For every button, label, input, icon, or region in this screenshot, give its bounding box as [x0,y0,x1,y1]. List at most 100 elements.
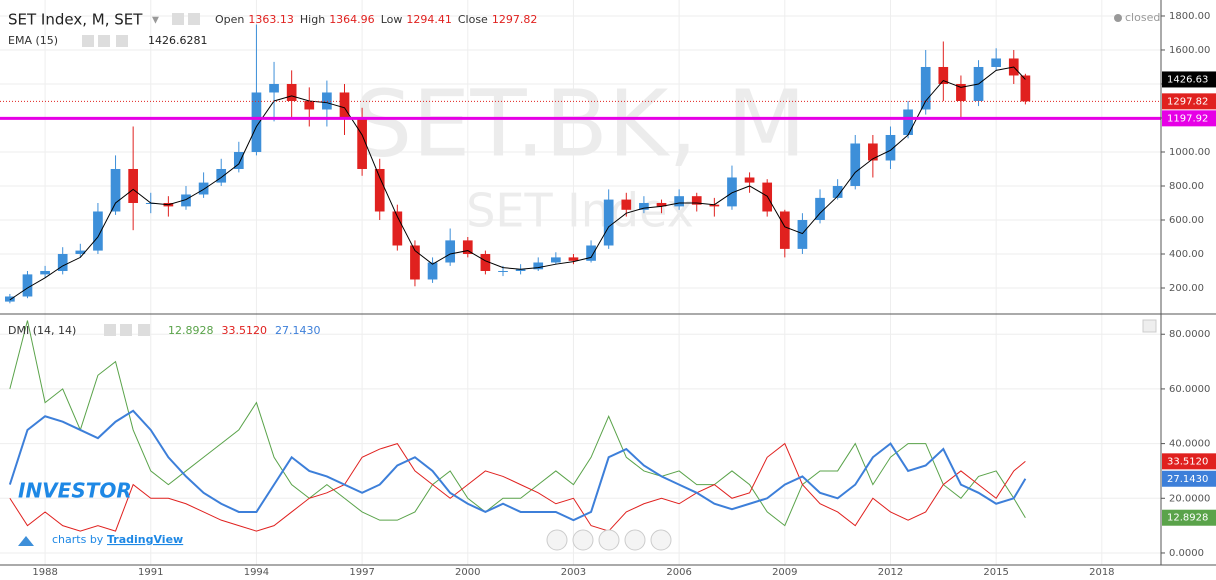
candle-body [709,204,720,207]
candle-body [233,151,244,169]
candle-body [480,253,491,271]
y-tick-label: 200.00 [1169,283,1204,294]
candle-body [727,177,737,207]
x-tick-label: 1997 [349,567,374,578]
candle-body [392,211,403,246]
candle-body [410,245,420,280]
y-tick-label: 20.0000 [1169,493,1210,504]
candle-body [656,202,667,207]
nav-buttons [546,529,672,551]
y-tick-label: 600.00 [1169,215,1204,226]
price-label: 12.8928 [1167,513,1208,524]
x-tick-label: 2006 [666,567,691,578]
candle-body [498,270,508,272]
candle-body [797,219,808,249]
legend-value: 12.8928 [168,324,214,337]
candle-body [5,296,15,302]
eye-icon[interactable] [104,324,116,336]
candle-body [674,196,684,207]
candle-body [75,250,86,254]
candle-body [40,270,50,275]
price-label: 33.5120 [1167,456,1208,467]
x-tick-label: 2015 [983,567,1008,578]
candle-body [57,253,68,271]
candle-body [216,168,227,183]
x-tick-label: 2009 [772,567,797,578]
brand-link[interactable]: TradingView [107,533,183,546]
labels-layer: 1988 1991 1994 1997 2000 2003 2006 2009 2012 2015… [8,11,1216,578]
logo: INVESTOR [18,479,132,503]
candle-body [568,257,579,261]
reset[interactable] [598,529,620,551]
zoom-out[interactable] [572,529,594,551]
maximize-icon[interactable] [1142,319,1157,333]
candle-body [322,92,332,110]
price-label: 1197.92 [1167,113,1208,124]
ohlc-value: 1297.82 [492,13,538,26]
candle-body [850,143,861,186]
settings-icon[interactable] [188,13,200,25]
legend-label: EMA (15) [8,34,58,47]
candle-body [815,197,825,220]
price-label-box [1162,453,1216,470]
settings-icon[interactable] [98,35,110,47]
candle-body [903,109,913,135]
legend-value: 27.1430 [275,324,321,337]
candle-body [269,83,279,93]
dropdown-icon[interactable]: ▼ [152,16,159,26]
candle-body [639,202,649,210]
candle-body [427,262,438,280]
candle-body [22,274,33,297]
y-tick-label: 800.00 [1169,181,1204,192]
candle-body [744,177,755,183]
y-tick-label: 60.0000 [1169,384,1210,395]
price-label-box [1162,71,1216,88]
price-label: 1426.63 [1167,74,1208,85]
legend-value: 1426.6281 [148,34,208,47]
scroll-right[interactable] [650,529,672,551]
ohlc-value: 1294.41 [406,13,452,26]
candle-body [868,143,878,161]
candle-body [110,168,121,212]
candle-body [956,83,966,101]
zoom-in[interactable] [624,529,646,551]
settings-icon[interactable] [120,324,132,336]
x-tick-label: 2003 [561,567,586,578]
scroll-left[interactable] [546,529,568,551]
price-label-box [1162,470,1216,487]
ohlc-label: Low [381,13,403,26]
candle-body [832,185,843,198]
candle-body [445,240,456,263]
y-tick-label: 40.0000 [1169,439,1210,450]
watermark: SET.BK, M [354,70,806,177]
candle-body [991,58,1001,67]
ohlc-label: High [300,13,325,26]
candle-body [462,240,473,254]
candle-body [920,66,931,110]
remove-icon[interactable] [138,324,150,336]
eye-icon[interactable] [172,13,184,25]
price-label: 27.1430 [1167,474,1208,485]
indicator-line [9,442,1026,532]
legend-value: 33.5120 [222,324,268,337]
candle-body [339,92,350,118]
x-tick-label: 2018 [1089,567,1114,578]
y-tick-label: 1000.00 [1169,147,1210,158]
candle-body [603,199,614,246]
y-tick-label: 400.00 [1169,249,1204,260]
candle-body [374,168,385,212]
price-label-box [1162,93,1216,110]
remove-icon[interactable] [116,35,128,47]
x-tick-label: 1988 [32,567,57,578]
ohlc-label: Close [458,13,488,26]
candle-body [779,211,790,249]
candle-body [128,168,138,203]
candle-body [691,196,702,205]
candle-body [885,134,896,161]
eye-icon[interactable] [82,35,94,47]
y-tick-label: 0.0000 [1169,548,1204,559]
candle-body [938,66,949,84]
ohlc-label: Open [215,13,244,26]
